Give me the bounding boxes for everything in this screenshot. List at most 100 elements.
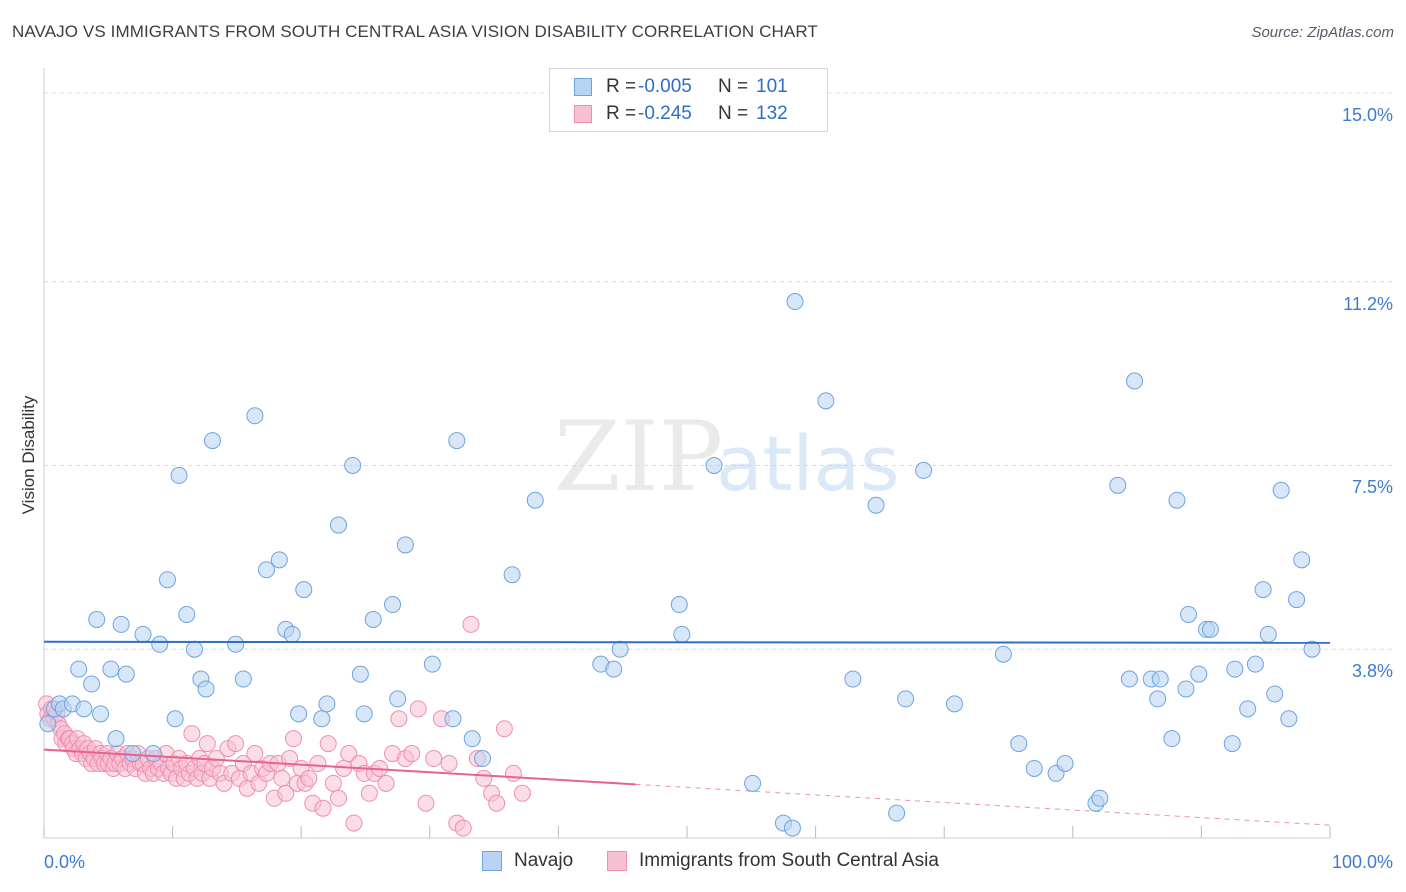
asia-point: [475, 769, 493, 787]
series-navajo-points: [39, 293, 1321, 837]
navajo-point: [1266, 685, 1284, 703]
navajo-point: [673, 625, 691, 643]
navajo-point: [1126, 372, 1144, 390]
legend-row-navajo: R = -0.005 N = 101: [574, 75, 788, 99]
navajo-point: [705, 456, 723, 474]
navajo-point: [1201, 620, 1219, 638]
asia-point: [440, 754, 458, 772]
y-tick-label: 11.2%: [1343, 293, 1393, 314]
asia-point: [281, 750, 299, 768]
asia-point: [377, 774, 395, 792]
navajo-point: [75, 700, 93, 718]
legend-r-label: R =: [606, 76, 637, 97]
navajo-point: [994, 645, 1012, 663]
navajo-point: [107, 730, 125, 748]
x-tick-label-min: 0.0%: [44, 852, 86, 872]
navajo-trend-line: [43, 640, 1331, 644]
navajo-point: [1246, 655, 1264, 673]
navajo-point: [92, 705, 110, 723]
navajo-point: [144, 745, 162, 763]
navajo-point: [1149, 690, 1167, 708]
asia-point: [227, 735, 245, 753]
navajo-point: [178, 605, 196, 623]
asia-point: [417, 794, 435, 812]
legend-n-value: 132: [756, 103, 788, 124]
navajo-point: [1091, 789, 1109, 807]
legend-n-value: 101: [756, 76, 788, 97]
navajo-point: [290, 705, 308, 723]
asia-point: [273, 769, 291, 787]
navajo-point: [257, 561, 275, 579]
watermark-atlas: atlas: [716, 419, 900, 508]
navajo-point: [423, 655, 441, 673]
navajo-point: [170, 466, 188, 484]
asia-trend-line: [43, 748, 636, 786]
navajo-point: [448, 432, 466, 450]
navajo-point: [384, 596, 402, 614]
navajo-point: [915, 461, 933, 479]
asia-point: [454, 819, 472, 837]
asia-point: [340, 745, 358, 763]
navajo-point: [1190, 665, 1208, 683]
navajo-point: [151, 635, 169, 653]
asia-point: [183, 725, 201, 743]
legend-swatch-navajo: [574, 78, 592, 96]
navajo-point: [444, 710, 462, 728]
asia-point: [504, 764, 522, 782]
navajo-point: [474, 750, 492, 768]
legend-swatch-asia: [574, 105, 592, 123]
navajo-point: [389, 690, 407, 708]
navajo-point: [355, 705, 373, 723]
navajo-point: [1151, 670, 1169, 688]
navajo-point: [1303, 640, 1321, 658]
navajo-point: [1254, 581, 1272, 599]
navajo-point: [1223, 735, 1241, 753]
legend-swatch-navajo: [482, 851, 502, 871]
legend-swatch-asia: [607, 851, 627, 871]
navajo-point: [313, 710, 331, 728]
navajo-point: [1120, 670, 1138, 688]
legend-n-label: N =: [718, 76, 749, 97]
asia-point: [198, 735, 216, 753]
legend-item-asia[interactable]: Immigrants from South Central Asia: [607, 850, 939, 872]
navajo-point: [888, 804, 906, 822]
legend-r-value: -0.245: [638, 103, 692, 124]
legend-label-navajo: Navajo: [514, 850, 574, 871]
navajo-point: [344, 456, 362, 474]
legend-item-navajo[interactable]: Navajo: [482, 850, 573, 872]
navajo-point: [234, 670, 252, 688]
navajo-point: [1280, 710, 1298, 728]
asia-point: [300, 769, 318, 787]
navajo-point: [783, 819, 801, 837]
asia-point: [488, 794, 506, 812]
navajo-point: [39, 715, 57, 733]
navajo-point: [1288, 591, 1306, 609]
navajo-point: [526, 491, 544, 509]
navajo-point: [844, 670, 862, 688]
legend-r-value: -0.005: [638, 76, 692, 97]
legend-label-asia: Immigrants from South Central Asia: [639, 850, 939, 871]
correlation-legend: R = -0.005 N = 101 R = -0.245 N = 132: [549, 68, 828, 132]
navajo-point: [70, 660, 88, 678]
navajo-point: [897, 690, 915, 708]
navajo-point: [166, 710, 184, 728]
chart-title: NAVAJO VS IMMIGRANTS FROM SOUTH CENTRAL …: [12, 22, 818, 41]
navajo-point: [197, 680, 215, 698]
asia-point: [360, 784, 378, 802]
navajo-point: [364, 610, 382, 628]
series-asia-points: [38, 615, 531, 837]
trend-lines: [43, 640, 1331, 826]
navajo-point: [503, 566, 521, 584]
navajo-point: [270, 551, 288, 569]
navajo-point: [1177, 680, 1195, 698]
asia-trend-extrapolation: [635, 783, 1331, 826]
asia-point: [513, 784, 531, 802]
navajo-point: [227, 635, 245, 653]
navajo-point: [1293, 551, 1311, 569]
legend-row-asia: R = -0.245 N = 132: [574, 102, 788, 126]
navajo-point: [329, 516, 347, 534]
navajo-point: [1025, 759, 1043, 777]
asia-point: [284, 730, 302, 748]
navajo-point: [185, 640, 203, 658]
navajo-point: [396, 536, 414, 554]
